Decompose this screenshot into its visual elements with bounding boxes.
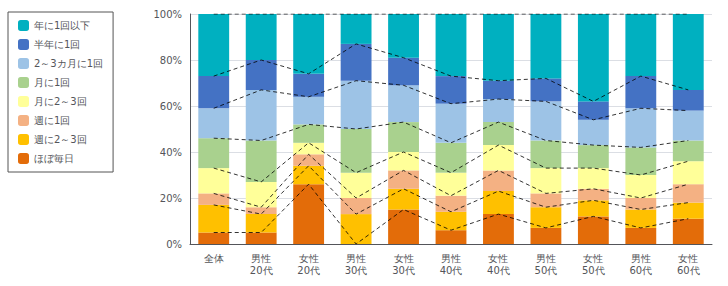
- svg-text:女性: 女性: [583, 253, 603, 264]
- svg-text:月に1回: 月に1回: [34, 77, 70, 88]
- svg-text:週に2～3回: 週に2～3回: [34, 134, 87, 145]
- svg-text:60%: 60%: [160, 101, 182, 112]
- svg-text:女性: 女性: [299, 253, 319, 264]
- svg-text:50代: 50代: [582, 265, 605, 276]
- svg-text:30代: 30代: [392, 265, 415, 276]
- svg-text:男性: 男性: [346, 253, 366, 264]
- svg-text:40代: 40代: [440, 265, 463, 276]
- svg-text:40%: 40%: [160, 147, 182, 158]
- svg-text:女性: 女性: [488, 253, 508, 264]
- svg-text:月に2～3回: 月に2～3回: [34, 96, 87, 107]
- svg-text:20代: 20代: [250, 265, 273, 276]
- svg-text:男性: 男性: [631, 253, 651, 264]
- svg-text:週に1回: 週に1回: [34, 115, 70, 126]
- svg-text:年に1回以下: 年に1回以下: [34, 20, 90, 31]
- svg-text:20代: 20代: [297, 265, 320, 276]
- svg-text:60代: 60代: [629, 265, 652, 276]
- svg-text:30代: 30代: [345, 265, 368, 276]
- svg-text:女性: 女性: [678, 253, 698, 264]
- svg-text:半年に1回: 半年に1回: [34, 39, 80, 50]
- svg-text:80%: 80%: [160, 55, 182, 66]
- svg-text:男性: 男性: [536, 253, 556, 264]
- svg-text:60代: 60代: [677, 265, 700, 276]
- svg-text:男性: 男性: [251, 253, 271, 264]
- svg-text:40代: 40代: [487, 265, 510, 276]
- svg-text:男性: 男性: [441, 253, 461, 264]
- svg-text:100%: 100%: [153, 9, 182, 20]
- svg-text:ほぼ毎日: ほぼ毎日: [34, 153, 74, 164]
- svg-text:20%: 20%: [160, 193, 182, 204]
- svg-text:全体: 全体: [204, 253, 224, 264]
- svg-text:女性: 女性: [394, 253, 414, 264]
- svg-text:0%: 0%: [166, 239, 182, 250]
- svg-text:50代: 50代: [535, 265, 558, 276]
- svg-text:2～3カ月に1回: 2～3カ月に1回: [34, 58, 103, 69]
